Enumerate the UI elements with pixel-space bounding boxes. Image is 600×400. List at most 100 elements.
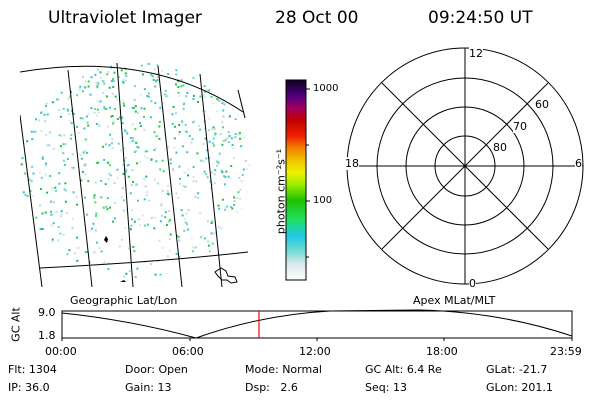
uv-pixel	[87, 180, 90, 183]
uv-pixel	[26, 195, 29, 198]
uv-pixel	[218, 152, 221, 155]
altitude-xtick: 23:59	[550, 345, 582, 358]
uv-pixel	[156, 79, 159, 81]
mlt-label-18: 18	[345, 157, 359, 170]
uv-pixel	[108, 144, 111, 147]
uv-pixel	[143, 115, 145, 118]
uv-pixel	[233, 204, 236, 206]
uv-pixel	[79, 117, 82, 120]
uv-pixel	[205, 88, 208, 91]
uv-pixel	[150, 263, 153, 265]
uv-pixel	[162, 101, 165, 104]
uv-pixel	[67, 97, 70, 100]
uv-pixel	[112, 220, 114, 223]
uv-pixel	[95, 81, 98, 84]
uv-pixel	[215, 110, 218, 113]
uv-pixel	[108, 164, 111, 167]
uv-pixel	[231, 207, 234, 210]
uv-pixel	[99, 76, 102, 79]
uv-pixel	[222, 126, 225, 129]
uv-pixel	[204, 110, 207, 113]
uv-pixel	[95, 161, 98, 164]
uv-pixel	[72, 167, 75, 170]
uv-pixel	[139, 122, 141, 125]
uv-pixel	[177, 86, 180, 88]
uv-pixel	[183, 229, 186, 232]
uv-pixel	[208, 156, 211, 159]
uv-pixel	[135, 183, 138, 186]
uv-pixel	[163, 93, 166, 96]
uv-pixel	[169, 218, 172, 221]
uv-pixel	[221, 121, 224, 124]
uv-pixel	[81, 117, 84, 120]
uv-pixel	[124, 130, 127, 133]
uv-pixel	[182, 184, 184, 187]
uv-pixel	[105, 205, 108, 208]
uv-pixel	[222, 115, 225, 118]
uv-pixel	[143, 224, 146, 227]
uv-pixel	[72, 107, 75, 110]
uv-pixel	[68, 120, 71, 123]
uv-pixel	[65, 189, 68, 192]
uv-pixel	[77, 246, 80, 249]
uv-pixel	[78, 88, 81, 91]
uv-pixel	[97, 68, 100, 71]
uv-pixel	[206, 176, 209, 179]
uv-pixel	[151, 75, 154, 78]
uv-pixel	[71, 226, 74, 229]
uv-pixel	[84, 149, 87, 152]
uv-pixel	[160, 202, 163, 205]
uv-pixel	[201, 109, 204, 112]
uv-pixel	[221, 143, 224, 146]
uv-pixel	[146, 191, 149, 194]
uv-pixel	[51, 101, 54, 104]
uv-pixel	[172, 168, 174, 171]
uv-pixel	[130, 137, 132, 140]
uv-pixel	[178, 124, 181, 126]
uv-pixel	[234, 133, 237, 136]
uv-pixel	[133, 99, 136, 102]
uv-pixel	[228, 115, 231, 118]
uv-pixel	[120, 196, 123, 199]
uv-pixel	[239, 188, 242, 191]
uv-pixel	[181, 214, 184, 217]
uv-pixel	[144, 185, 147, 188]
uv-pixel	[192, 121, 195, 124]
uv-pixel	[237, 133, 240, 136]
uv-pixel	[79, 154, 82, 156]
uv-pixel	[45, 134, 48, 137]
uv-pixel	[230, 165, 233, 168]
uv-pixel	[207, 117, 210, 120]
uv-pixel	[221, 100, 224, 103]
uv-pixel	[101, 262, 104, 265]
uv-pixel	[62, 152, 65, 155]
uv-pixel	[162, 170, 165, 173]
uv-pixel	[131, 218, 134, 221]
uv-pixel	[186, 91, 189, 94]
uv-pixel	[60, 210, 63, 213]
uv-pixel	[64, 182, 67, 185]
uv-pixel	[119, 116, 121, 119]
uv-pixel	[227, 141, 230, 144]
uv-pixel	[164, 211, 167, 214]
uv-pixel	[96, 86, 99, 89]
uv-pixel	[175, 151, 178, 154]
uv-pixel	[146, 157, 149, 159]
uv-pixel	[54, 186, 57, 189]
uv-pixel	[95, 214, 98, 217]
uv-pixel	[238, 132, 241, 135]
uv-pixel	[84, 251, 87, 254]
status-dsp: Dsp: 2.6	[245, 381, 298, 394]
mlt-label-6: 6	[575, 157, 582, 170]
uv-pixel	[175, 69, 178, 72]
uv-pixel	[179, 177, 181, 180]
uv-pixel	[207, 244, 210, 247]
uv-pixel	[174, 207, 177, 210]
uv-pixel	[93, 111, 96, 114]
uv-pixel	[203, 91, 206, 93]
uv-pixel	[94, 229, 97, 231]
uv-pixel	[63, 134, 66, 137]
uv-pixel	[62, 159, 65, 162]
uv-pixel	[227, 175, 230, 178]
uv-pixel	[106, 161, 109, 164]
